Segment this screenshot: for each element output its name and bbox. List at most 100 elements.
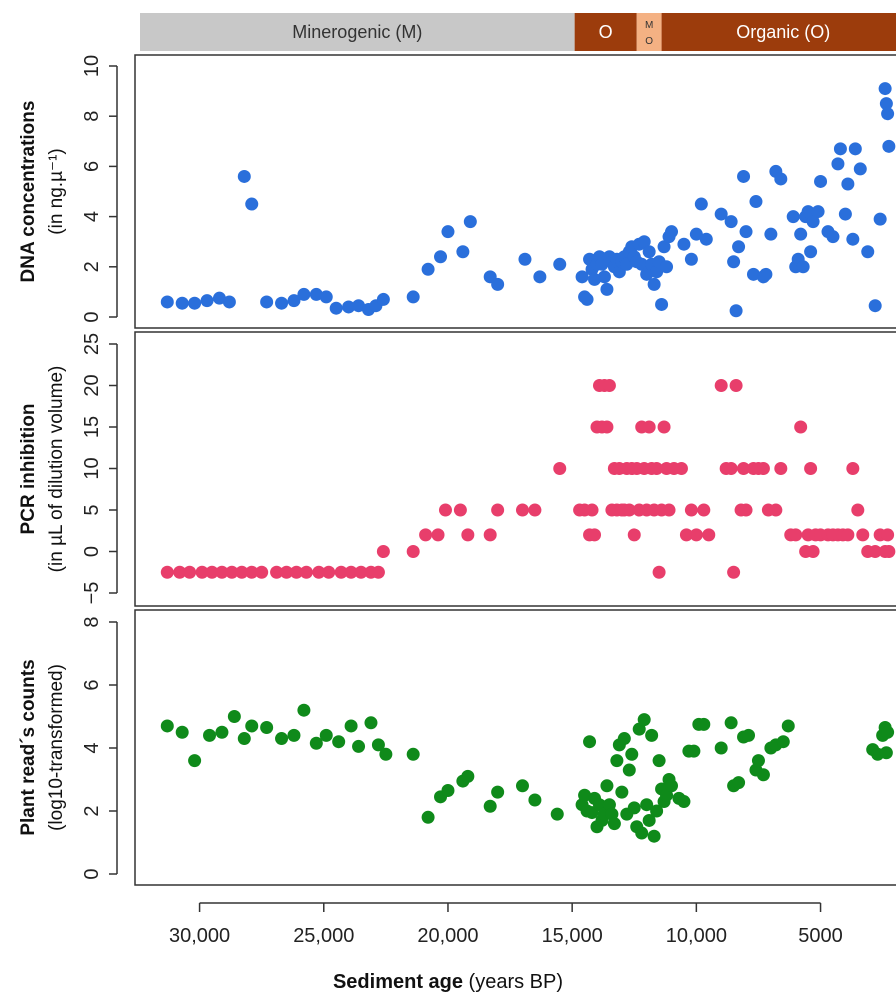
y-axis-sublabel: (in µL of dilution volume) xyxy=(46,366,67,573)
data-point xyxy=(789,528,803,542)
sediment-type-band: Minerogenic (M) O MO Organic (O) xyxy=(140,13,896,51)
x-axis-label: Sediment age (years BP) xyxy=(333,971,563,993)
data-point xyxy=(299,565,313,579)
data-point xyxy=(309,287,323,301)
data-point xyxy=(203,728,217,742)
data-point xyxy=(642,245,656,259)
data-point xyxy=(781,719,795,733)
data-point xyxy=(602,379,616,392)
data-point xyxy=(600,282,614,296)
data-point xyxy=(846,462,860,475)
panels: 0 2 4 6 8 10 DNA concentrations (in ng.µ⁻¹) −5 0 5… xyxy=(18,54,896,886)
data-point xyxy=(255,565,269,579)
data-point xyxy=(684,252,698,266)
data-point xyxy=(650,462,664,475)
y-tick-label: 6 xyxy=(81,161,103,172)
data-point xyxy=(461,528,475,542)
y-tick-label: 5 xyxy=(81,504,103,515)
data-point xyxy=(882,139,896,153)
data-point xyxy=(431,528,445,542)
data-point xyxy=(732,240,746,254)
data-point xyxy=(491,277,505,291)
data-point xyxy=(421,810,435,824)
data-point xyxy=(463,215,477,229)
data-point xyxy=(319,290,333,304)
data-point xyxy=(749,195,763,209)
plot-frame xyxy=(134,331,896,607)
data-point xyxy=(861,245,875,259)
data-point xyxy=(848,142,862,156)
data-point xyxy=(878,82,892,96)
data-point xyxy=(655,297,669,311)
data-point xyxy=(831,157,845,171)
data-point xyxy=(796,260,810,274)
data-point xyxy=(461,769,475,783)
data-point xyxy=(160,295,174,309)
data-point xyxy=(195,565,209,579)
data-point xyxy=(714,207,728,221)
data-point xyxy=(737,462,751,475)
data-point xyxy=(421,262,435,276)
y-tick-label: 2 xyxy=(81,805,103,816)
data-point xyxy=(237,732,251,746)
data-point xyxy=(483,799,497,813)
data-point xyxy=(406,290,420,304)
data-point xyxy=(245,565,259,579)
data-point xyxy=(175,296,189,310)
data-point xyxy=(729,304,743,318)
panel-1: 0 2 4 6 8 10 DNA concentrations (in ng.µ⁻¹) xyxy=(18,54,896,329)
data-point xyxy=(764,227,778,241)
data-point xyxy=(371,565,385,579)
band-label: M xyxy=(645,20,653,31)
y-axis-label: PCR inhibition xyxy=(18,404,39,535)
data-point xyxy=(588,528,602,542)
y-tick-label: −5 xyxy=(81,582,103,605)
band-segment xyxy=(140,13,575,51)
data-point xyxy=(635,257,649,271)
data-point xyxy=(677,795,691,809)
data-point xyxy=(160,719,174,733)
data-point xyxy=(841,528,855,542)
data-point xyxy=(550,807,564,821)
x-tick-label: 10,000 xyxy=(666,925,727,947)
data-point xyxy=(406,545,420,558)
point-group xyxy=(160,379,896,579)
data-point xyxy=(622,503,636,517)
data-point xyxy=(344,565,358,579)
data-point xyxy=(662,503,676,517)
data-point xyxy=(222,295,236,309)
data-point xyxy=(689,227,703,241)
data-point xyxy=(769,503,783,517)
data-point xyxy=(650,804,664,818)
data-point xyxy=(640,798,654,812)
data-point xyxy=(737,169,751,183)
data-point xyxy=(212,291,226,305)
data-point xyxy=(868,299,882,313)
x-tick-label: 25,000 xyxy=(293,925,354,947)
data-point xyxy=(794,420,808,434)
data-point xyxy=(689,528,703,542)
data-point xyxy=(724,716,738,730)
data-point xyxy=(453,503,467,517)
data-point xyxy=(652,565,666,579)
data-point xyxy=(483,528,497,542)
band-segment xyxy=(661,13,896,51)
data-point xyxy=(173,565,187,579)
data-point xyxy=(806,545,820,558)
data-point xyxy=(329,301,343,315)
data-point xyxy=(434,250,448,264)
y-tick-label: 10 xyxy=(81,457,103,479)
y-tick-label: 4 xyxy=(81,742,103,753)
data-point xyxy=(729,379,743,392)
data-point xyxy=(441,784,455,798)
data-point xyxy=(585,503,599,517)
data-point xyxy=(597,270,611,284)
data-point xyxy=(739,225,753,239)
data-point xyxy=(841,177,855,191)
data-point xyxy=(344,719,358,733)
data-point xyxy=(853,162,867,176)
x-tick-label: 30,000 xyxy=(169,925,230,947)
data-point xyxy=(879,97,893,111)
panel-3: 0 2 4 6 8 Plant read´s counts (log10-transform… xyxy=(18,609,896,886)
data-point xyxy=(652,754,666,768)
